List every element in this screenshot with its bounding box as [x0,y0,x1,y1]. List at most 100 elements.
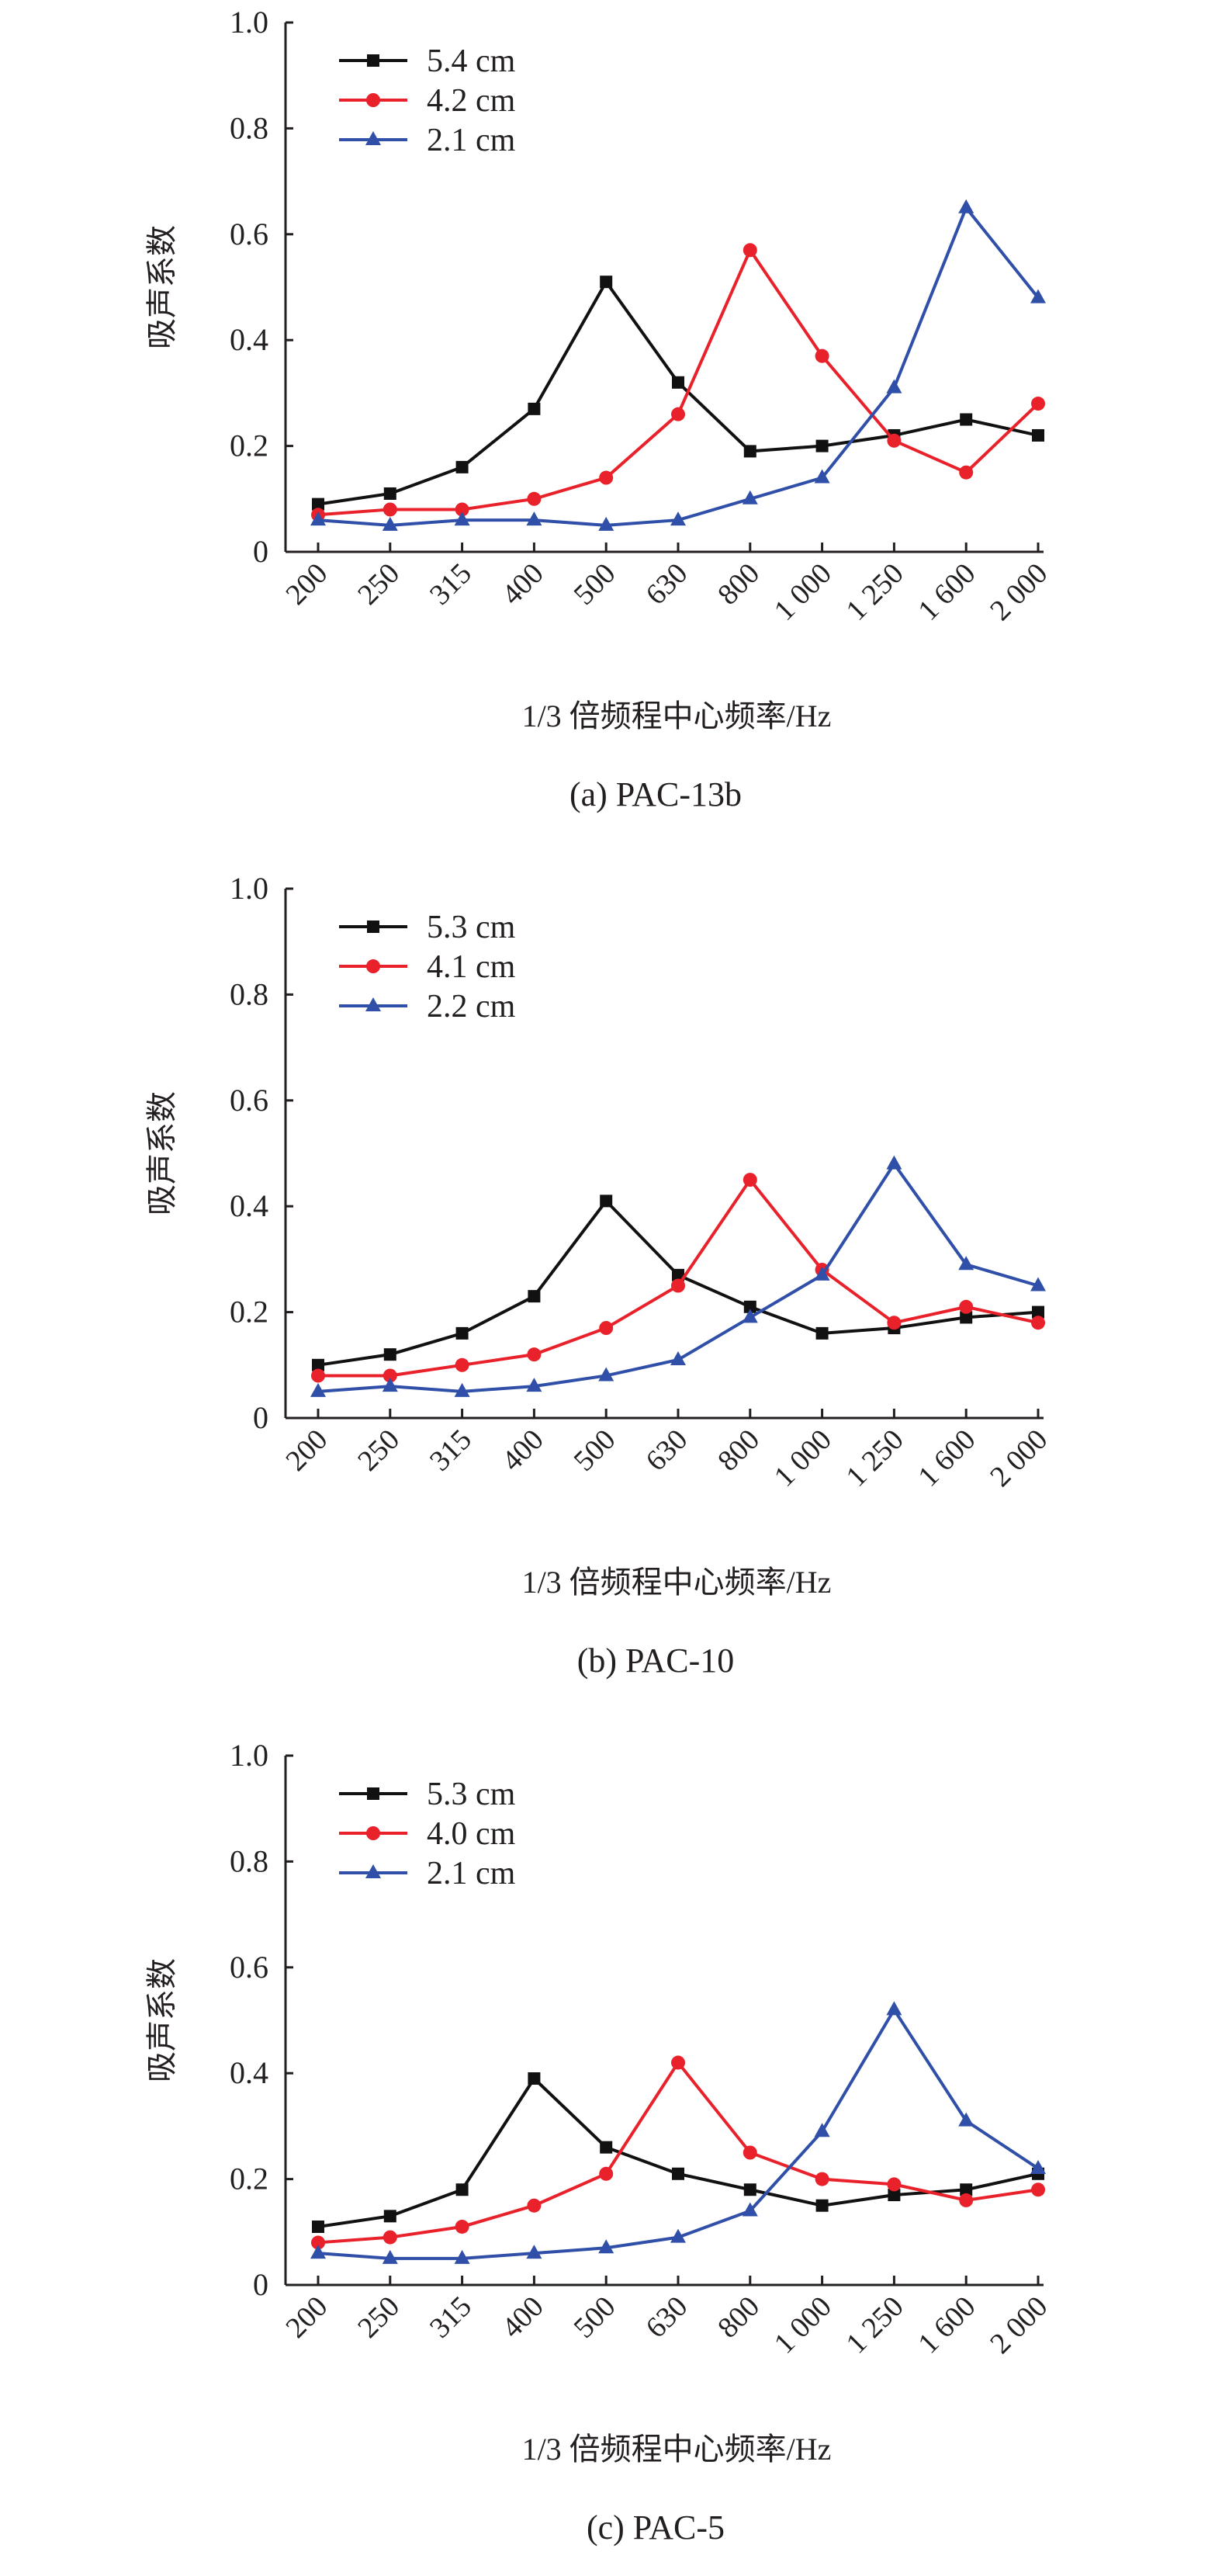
series-line-3 [317,2006,1040,2260]
y-axis-title: 吸声系数 [144,225,179,349]
x-tick-label: 1 600 [912,2290,981,2360]
x-tick-label: 1 250 [840,2290,910,2360]
data-point [815,348,829,363]
data-point [815,2199,829,2212]
data-point [528,2072,541,2085]
data-point [1031,397,1045,411]
legend-label: 2.1 cm [427,1856,516,1891]
data-point [526,1378,542,1392]
data-point [455,502,469,517]
data-point [1030,2159,1046,2174]
y-tick-label: 0.4 [230,322,268,357]
data-point [383,1368,397,1383]
data-point [1032,428,1044,442]
data-point [886,2001,902,2016]
data-point [600,2141,613,2154]
data-point [312,498,324,511]
data-point [670,2228,686,2243]
data-point [599,1321,614,1336]
data-point [743,2145,757,2160]
y-tick-label: 0 [253,534,268,569]
data-point [598,2239,614,2254]
data-point [528,402,541,415]
series-line-2 [317,2060,1039,2245]
data-point [1032,1305,1044,1319]
data-point [814,469,830,484]
data-point [527,491,542,506]
data-point [887,2177,902,2192]
legend-label: 4.2 cm [427,83,516,119]
data-point [672,1268,684,1281]
data-point [671,1278,685,1293]
x-tick-label: 630 [639,1423,694,1478]
x-tick-label: 500 [568,1423,622,1478]
data-point [312,1358,324,1371]
data-point [454,2249,470,2264]
legend-label: 2.1 cm [427,123,516,158]
data-point [1031,2182,1045,2197]
data-point [454,1382,470,1397]
y-tick-label: 0.2 [230,1295,268,1330]
data-point [960,1311,973,1324]
x-tick-label: 315 [424,557,478,612]
x-tick-label: 1 600 [912,1423,981,1493]
data-point [383,2210,396,2223]
data-point [886,1155,902,1170]
y-tick-label: 0.6 [230,1083,268,1118]
data-point [887,433,902,448]
legend-marker [367,920,379,933]
data-point [959,1299,974,1314]
x-tick-label: 800 [711,1423,766,1478]
data-point [814,2123,830,2137]
data-point [383,502,397,517]
data-point [743,2183,756,2196]
data-point [526,511,542,526]
data-point [527,1347,542,1362]
data-point [311,1368,325,1383]
legend-marker [366,959,380,973]
data-point [310,2245,326,2259]
x-tick-label: 400 [496,2290,550,2345]
data-point [958,2112,974,2127]
x-tick-label: 315 [424,1423,478,1478]
data-point [672,376,684,389]
data-point [312,2220,324,2233]
legend-marker [365,131,381,145]
data-point [600,276,613,289]
y-tick-label: 0.2 [230,2162,268,2196]
y-tick-label: 0.4 [230,1188,268,1223]
data-point [815,1326,829,1340]
y-tick-label: 1.0 [230,1738,268,1773]
chart-2: 0 0.2 0.4 0.6 0.8 1.0 200 250 315 400 500 630 800 1 0… [144,871,1054,1680]
data-point [526,2245,542,2259]
data-point [670,511,686,526]
y-axis-title: 吸声系数 [144,1958,179,2082]
data-point [672,2167,684,2180]
data-point [455,1357,469,1372]
chart-3: 0 0.2 0.4 0.6 0.8 1.0 200 250 315 400 500 630 800 1 0… [144,1738,1054,2547]
y-tick-label: 0.4 [230,2055,268,2090]
legend-marker [366,1826,380,1840]
y-tick-label: 0.8 [230,1843,268,1878]
data-point [743,1173,757,1187]
x-tick-label: 1 000 [768,2290,838,2360]
data-point [382,1378,398,1392]
y-tick-label: 0 [253,1400,268,1435]
chart-caption: (b) PAC-10 [577,1642,735,1680]
x-tick-label: 1 000 [768,557,838,627]
y-tick-label: 0.8 [230,110,268,145]
x-tick-label: 500 [568,2290,622,2345]
data-point [527,2198,542,2213]
x-axis-title: 1/3 倍频程中心频率/Hz [522,1565,832,1600]
data-point [959,465,974,480]
chart-caption: (c) PAC-5 [587,2508,725,2547]
x-tick-label: 1 250 [840,557,910,627]
x-tick-label: 800 [711,2290,766,2345]
legend-label: 5.3 cm [427,910,516,945]
data-point [671,2055,685,2070]
data-point [455,1326,469,1340]
data-point [528,1290,541,1303]
data-point [743,445,756,458]
x-tick-label: 250 [351,557,406,612]
y-tick-label: 1.0 [230,871,268,906]
